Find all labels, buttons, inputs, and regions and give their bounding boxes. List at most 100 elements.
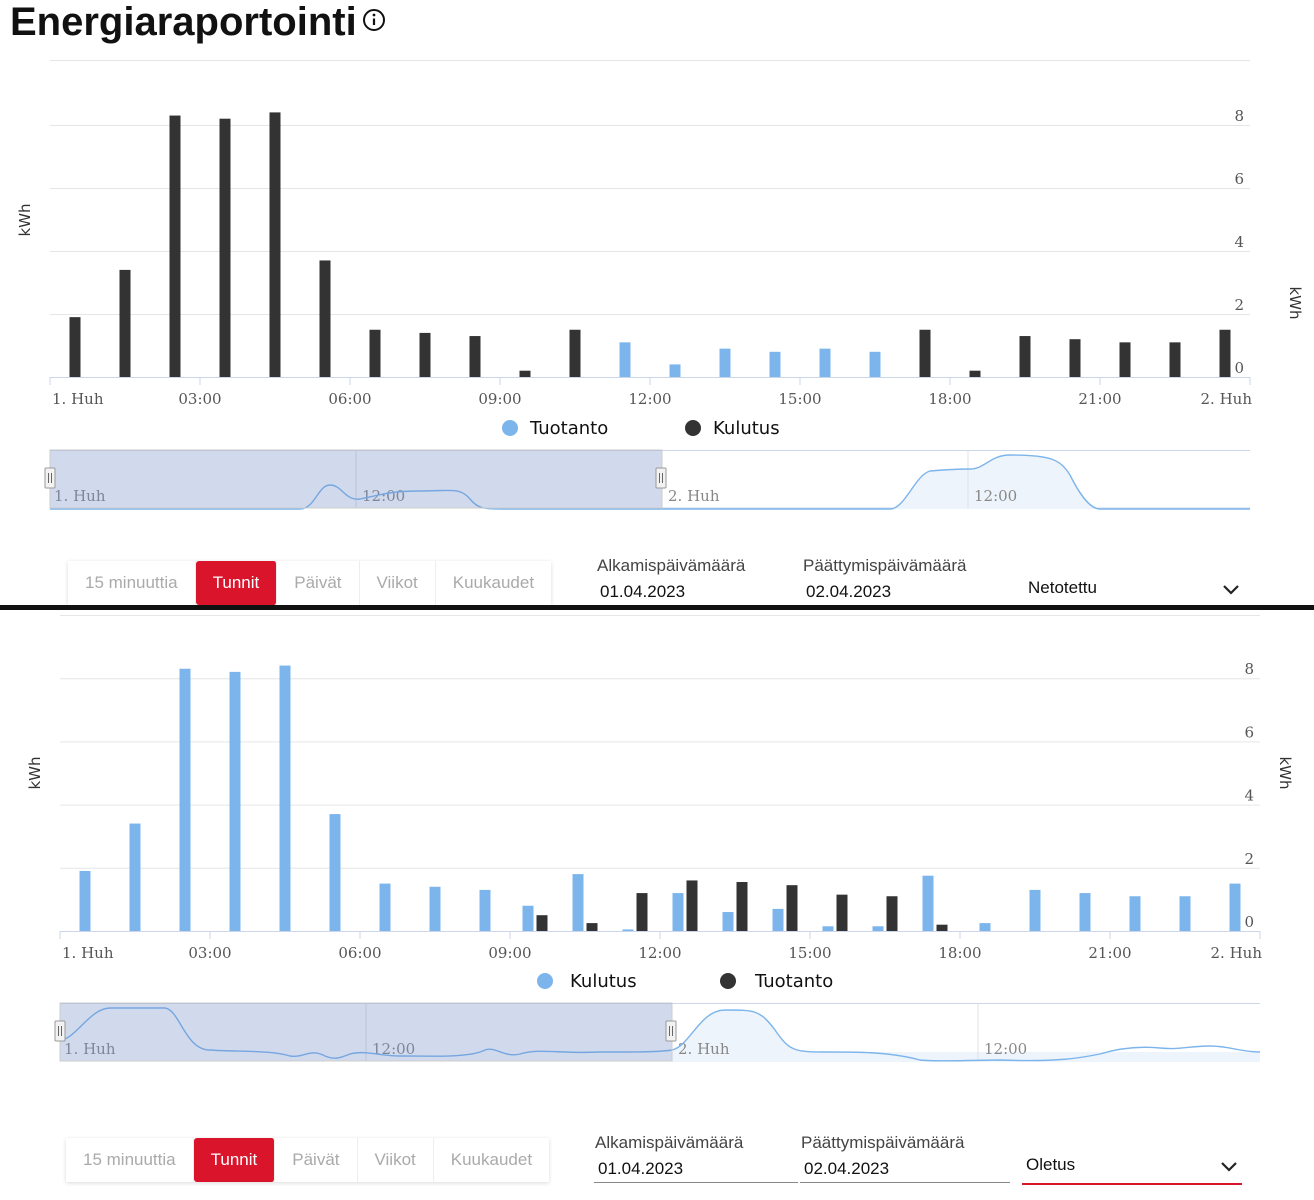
info-icon[interactable] (362, 8, 386, 32)
bar-12-kulutus (672, 893, 684, 931)
bar-03-kulutus (229, 671, 241, 931)
bar-16-kulutus (872, 926, 884, 931)
granularity-months-button[interactable]: Kuukaudet (452, 573, 535, 592)
legend-marker (502, 420, 518, 436)
y-tick-label: 4 (1234, 233, 1244, 251)
x-tick-label: 18:00 (928, 390, 971, 408)
y-tick-label: 2 (1234, 296, 1244, 314)
series-tuotanto (536, 880, 948, 931)
panel-divider (0, 605, 1314, 610)
navigator-left-handle[interactable] (54, 1020, 66, 1042)
navigator-right-handle[interactable] (665, 1020, 677, 1042)
granularity-weeks-button[interactable]: Viikot (360, 561, 436, 605)
legend-item-kulutus[interactable]: Kulutus (685, 418, 780, 439)
x-tick-label: 06:00 (328, 390, 371, 408)
bar-00-kulutus (79, 870, 91, 931)
bar-21-kulutus (1119, 342, 1131, 377)
bar-16-tuotanto (886, 896, 898, 931)
navigator: 1. Huh 12:00 2. Huh 12:00 (44, 449, 1250, 510)
granularity-days-button[interactable]: Päivät (277, 561, 360, 605)
bar-19-kulutus (1029, 889, 1041, 931)
bar-12-tuotanto (686, 880, 698, 931)
bar-05-kulutus (329, 814, 341, 931)
granularity-selector: 15 minuuttia Tunnit Päivät Viikot Kuukau… (68, 561, 552, 605)
navigator-label: 1. Huh (64, 1040, 116, 1058)
navigator-selected-range[interactable] (49, 449, 663, 509)
legend: Tuotanto Kulutus (502, 418, 780, 439)
end-date-input[interactable] (800, 1158, 1010, 1183)
bar-17-tuotanto (936, 924, 948, 931)
bar-09-kulutus (522, 905, 534, 931)
navigator-series-line (59, 1007, 1261, 1062)
legend-label: Kulutus (570, 971, 637, 992)
granularity-months-button[interactable]: Kuukaudet (450, 1150, 533, 1169)
bar-14-kulutus (772, 908, 784, 931)
bar-03-kulutus (219, 118, 231, 377)
x-tick-label: 1. Huh (62, 944, 114, 962)
granularity-15min-button[interactable]: 15 minuuttia (68, 561, 196, 605)
bar-15-tuotanto (836, 894, 848, 931)
bar-06-kulutus (369, 329, 381, 377)
x-tick-label: 18:00 (938, 944, 981, 962)
bar-08-kulutus (479, 889, 491, 931)
legend-item-kulutus[interactable]: Kulutus (537, 971, 637, 992)
bar-13-kulutus (722, 912, 734, 931)
bar-06-kulutus (379, 883, 391, 931)
legend-label: Tuotanto (529, 418, 608, 439)
granularity-days-button[interactable]: Päivät (275, 1138, 358, 1182)
bar-07-kulutus (419, 332, 431, 377)
x-tick-label: 21:00 (1088, 944, 1131, 962)
bar-11-kulutus (622, 929, 634, 931)
start-date-label: Alkamispäivämäärä (597, 556, 746, 575)
navigator-label: 12:00 (362, 487, 405, 505)
y-tick-label: 4 (1244, 787, 1254, 805)
y-tick-label: 6 (1244, 723, 1254, 741)
bar-16-tuotanto (869, 351, 881, 377)
energy-chart-default: 0 2 4 6 8 kWh kWh 1. Huh 03:00 06:00 09:00 12:00 15:… (26, 615, 1294, 1062)
navigator-left-handle[interactable] (44, 467, 56, 489)
navigator-right-handle[interactable] (655, 467, 667, 489)
series-kulutus (69, 112, 1231, 378)
y-axis-title-left: kWh (26, 756, 44, 789)
bar-13-tuotanto (719, 348, 731, 377)
handle-body (665, 1020, 677, 1042)
bar-10-kulutus (569, 329, 581, 377)
bar-18-kulutus (979, 923, 991, 931)
legend-marker (685, 420, 701, 436)
legend-item-tuotanto[interactable]: Tuotanto (502, 418, 608, 439)
start-date-input[interactable] (594, 1158, 798, 1183)
legend-marker (720, 973, 736, 989)
mode-select[interactable]: Netotettu (1024, 578, 1244, 608)
page-title: Energiaraportointi (10, 0, 357, 44)
start-date-input[interactable] (596, 581, 800, 606)
x-tick-label: 2. Huh (1201, 390, 1253, 408)
x-tick-label: 12:00 (628, 390, 671, 408)
granularity-hours-button[interactable]: Tunnit (195, 561, 278, 605)
navigator-series-line (50, 454, 1250, 510)
bar-20-kulutus (1069, 339, 1081, 377)
bar-08-kulutus (469, 336, 481, 377)
granularity-hours-button[interactable]: Tunnit (193, 1138, 276, 1182)
y-tick-label: 0 (1244, 913, 1254, 931)
x-tick-label: 1. Huh (52, 390, 104, 408)
navigator-selected-range[interactable] (59, 1002, 673, 1062)
handle-body (54, 1020, 66, 1042)
navigator-label: 2. Huh (668, 487, 720, 505)
bar-00-kulutus (69, 317, 81, 377)
x-tick-label: 09:00 (478, 390, 521, 408)
bar-18-kulutus (969, 370, 981, 377)
end-date-input[interactable] (802, 581, 1012, 606)
granularity-15min-button[interactable]: 15 minuuttia (66, 1138, 194, 1182)
x-tick-label: 09:00 (488, 944, 531, 962)
granularity-weeks-button[interactable]: Viikot (358, 1138, 434, 1182)
x-tick-label: 2. Huh (1211, 944, 1263, 962)
series-kulutus (79, 665, 1241, 931)
y-tick-label: 6 (1234, 170, 1244, 188)
handle-body (655, 467, 667, 489)
bar-23-kulutus (1229, 883, 1241, 931)
x-tick-label: 03:00 (188, 944, 231, 962)
energy-chart-netted: 0 2 4 6 8 kWh kWh 1. Huh 03:00 06:00 09:00 12:00 15:… (16, 60, 1304, 510)
legend-item-tuotanto[interactable]: Tuotanto (720, 971, 833, 992)
series-tuotanto (619, 342, 881, 377)
mode-select[interactable]: Oletus (1022, 1155, 1242, 1185)
